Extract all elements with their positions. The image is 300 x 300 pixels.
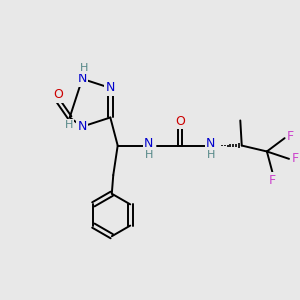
Text: F: F <box>269 174 276 187</box>
Text: N: N <box>78 72 87 86</box>
Text: N: N <box>206 137 215 150</box>
Text: H: H <box>65 120 73 130</box>
Text: N: N <box>144 137 153 150</box>
Text: F: F <box>292 152 299 165</box>
Text: N: N <box>78 120 87 133</box>
Text: O: O <box>53 88 63 101</box>
Text: H: H <box>207 150 215 160</box>
Text: H: H <box>80 63 88 73</box>
Text: N: N <box>106 82 115 94</box>
Text: F: F <box>287 130 294 143</box>
Text: O: O <box>175 115 185 128</box>
Text: H: H <box>145 150 153 160</box>
